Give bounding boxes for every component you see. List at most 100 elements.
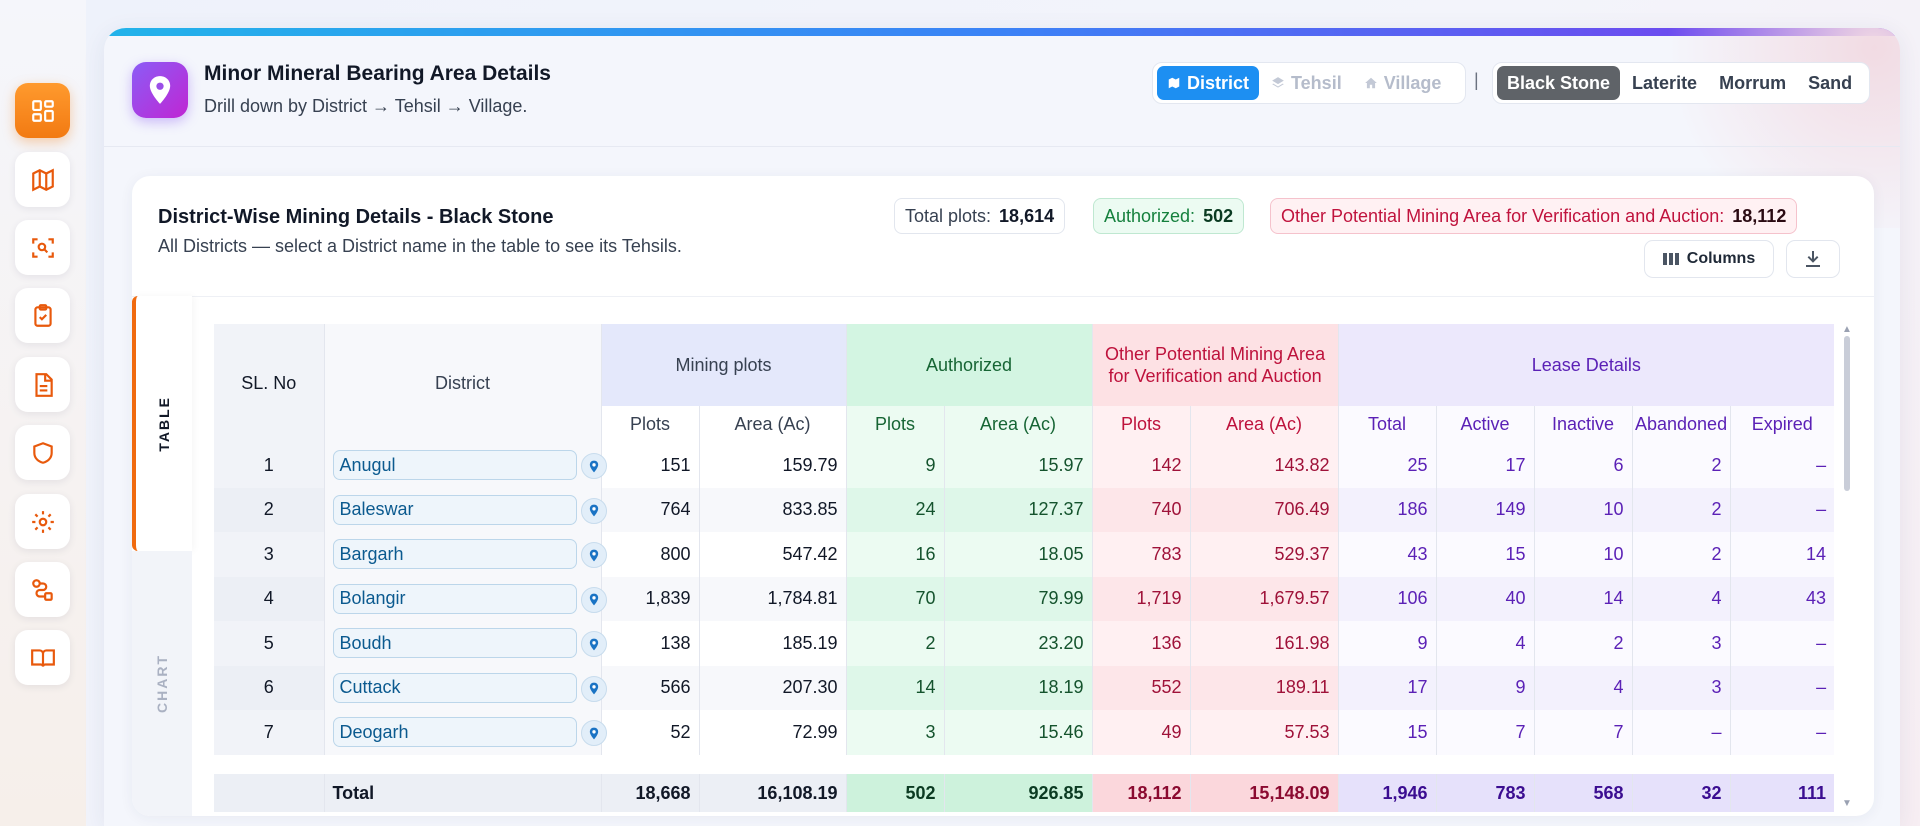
cell-mining-area: 833.85: [698, 487, 847, 532]
page-title: Minor Mineral Bearing Area Details: [204, 62, 551, 85]
header-auth-plots[interactable]: Plots: [845, 406, 945, 443]
nav-security[interactable]: [15, 425, 70, 480]
header-mining-area[interactable]: Area (Ac): [698, 406, 847, 443]
map-pin-icon[interactable]: [580, 586, 607, 613]
cell-auth-area: 79.99: [943, 576, 1093, 621]
cell-lease-active: 4: [1435, 621, 1535, 666]
cell-auth-plots: 70: [845, 576, 945, 621]
other-potential-badge: Other Potential Mining Area for Verifica…: [1270, 198, 1798, 234]
district-link[interactable]: Bolangir: [332, 583, 577, 614]
header-lease-active[interactable]: Active: [1435, 406, 1535, 443]
header-auth-area[interactable]: Area (Ac): [943, 406, 1093, 443]
header-district[interactable]: District: [323, 324, 601, 443]
map-pin-icon[interactable]: [580, 675, 607, 702]
district-link[interactable]: Boudh: [332, 628, 577, 659]
cell-district: Bargarh: [323, 532, 607, 577]
cell-sl: 4: [214, 576, 324, 621]
header-other-plots[interactable]: Plots: [1091, 406, 1191, 443]
panel-subtitle: All Districts — select a District name i…: [158, 236, 682, 256]
cell-auth-area: 23.20: [943, 621, 1093, 666]
district-link[interactable]: Baleswar: [332, 494, 577, 525]
tab-table[interactable]: TABLE: [132, 296, 192, 551]
cell-other-plots: 740: [1091, 487, 1191, 532]
total-lease-total: 1,946: [1337, 774, 1436, 812]
cell-lease-inactive: 10: [1533, 487, 1633, 532]
cell-auth-area: 15.46: [943, 710, 1093, 755]
nav-dashboard[interactable]: [15, 83, 70, 138]
header-lease-abandoned[interactable]: Abandoned: [1631, 406, 1731, 443]
cell-mining-area: 185.19: [698, 621, 847, 666]
district-link[interactable]: Bargarh: [332, 539, 577, 570]
mineral-black-stone[interactable]: Black Stone: [1497, 66, 1621, 100]
cell-lease-expired: –: [1729, 710, 1834, 755]
nav-map[interactable]: [15, 152, 70, 207]
mineral-switcher: Black Stone Laterite Morrum Sand: [1492, 62, 1870, 104]
mineral-morrum[interactable]: Morrum: [1719, 72, 1787, 93]
location-badge: [132, 62, 188, 118]
scroll-down-arrow[interactable]: ▼: [1842, 798, 1852, 809]
cell-other-area: 189.11: [1189, 665, 1339, 710]
cell-lease-total: 43: [1337, 532, 1437, 577]
total-auth-area: 926.85: [943, 774, 1092, 812]
header-lease-details: Lease Details: [1337, 324, 1834, 406]
cell-auth-area: 15.97: [943, 443, 1093, 488]
header-mining-plots-count[interactable]: Plots: [600, 406, 699, 443]
columns-button[interactable]: Columns: [1644, 240, 1774, 278]
map-pin-icon[interactable]: [580, 720, 607, 746]
cell-lease-expired: –: [1729, 665, 1834, 710]
map-pin-icon[interactable]: [580, 542, 607, 568]
total-lease-inactive: 568: [1533, 774, 1632, 812]
level-district[interactable]: District: [1157, 66, 1260, 100]
download-button[interactable]: [1786, 240, 1840, 278]
mineral-sand[interactable]: Sand: [1808, 72, 1853, 93]
cell-lease-abandoned: 2: [1631, 443, 1731, 488]
cell-mining-area: 207.30: [698, 665, 847, 710]
header-other-potential: Other Potential Mining Area for Verifica…: [1091, 324, 1339, 406]
header-lease-inactive[interactable]: Inactive: [1533, 406, 1633, 443]
nav-guide[interactable]: [15, 630, 70, 685]
cell-mining-plots: 52: [600, 710, 699, 755]
nav-clipboard[interactable]: [15, 288, 70, 343]
cell-lease-inactive: 10: [1533, 532, 1633, 577]
mineral-laterite[interactable]: Laterite: [1632, 72, 1698, 93]
cell-auth-plots: 14: [845, 665, 945, 710]
nav-routes[interactable]: [15, 562, 70, 617]
cell-sl: 1: [214, 443, 324, 488]
level-village[interactable]: Village: [1354, 66, 1452, 100]
map-pin-icon[interactable]: [580, 497, 607, 524]
header-authorized: Authorized: [845, 324, 1093, 406]
cell-auth-plots: 9: [845, 443, 945, 488]
scroll-up-arrow[interactable]: ▲: [1842, 324, 1852, 335]
authorized-badge: Authorized: 502: [1093, 198, 1245, 234]
table-row: 5 Boudh 138 185.19 2 23.20 136 161.98 9 …: [214, 621, 1834, 666]
district-link[interactable]: Cuttack: [332, 672, 577, 703]
cell-sl: 2: [214, 487, 324, 532]
route-icon: [31, 578, 53, 601]
cell-lease-total: 17: [1337, 665, 1437, 710]
cell-lease-expired: –: [1729, 443, 1834, 488]
panel-title: District-Wise Mining Details - Black Sto…: [158, 206, 554, 228]
cell-other-plots: 142: [1091, 443, 1191, 488]
header-lease-expired[interactable]: Expired: [1729, 406, 1834, 443]
level-tehsil[interactable]: Tehsil: [1261, 66, 1352, 100]
nav-scan[interactable]: [15, 220, 70, 275]
total-plots-badge: Total plots: 18,614: [894, 198, 1066, 234]
map-pin-icon[interactable]: [580, 453, 607, 479]
cell-lease-active: 149: [1435, 487, 1535, 532]
tab-chart[interactable]: CHART: [132, 551, 192, 816]
district-link[interactable]: Deogarh: [332, 717, 577, 748]
cell-auth-area: 127.37: [943, 487, 1093, 532]
header-other-area[interactable]: Area (Ac): [1189, 406, 1339, 443]
district-link[interactable]: Anugul: [332, 450, 577, 481]
cell-other-plots: 552: [1091, 665, 1191, 710]
cell-mining-plots: 800: [600, 532, 699, 577]
map-pin-icon[interactable]: [580, 631, 607, 657]
cell-district: Boudh: [323, 621, 607, 666]
cell-lease-inactive: 4: [1533, 665, 1633, 710]
cell-lease-abandoned: 2: [1631, 487, 1731, 532]
gear-icon: [31, 510, 54, 533]
nav-settings[interactable]: [15, 494, 70, 549]
header-lease-total[interactable]: Total: [1337, 406, 1437, 443]
vertical-scrollbar[interactable]: [1844, 336, 1850, 491]
nav-documents[interactable]: [15, 357, 70, 412]
